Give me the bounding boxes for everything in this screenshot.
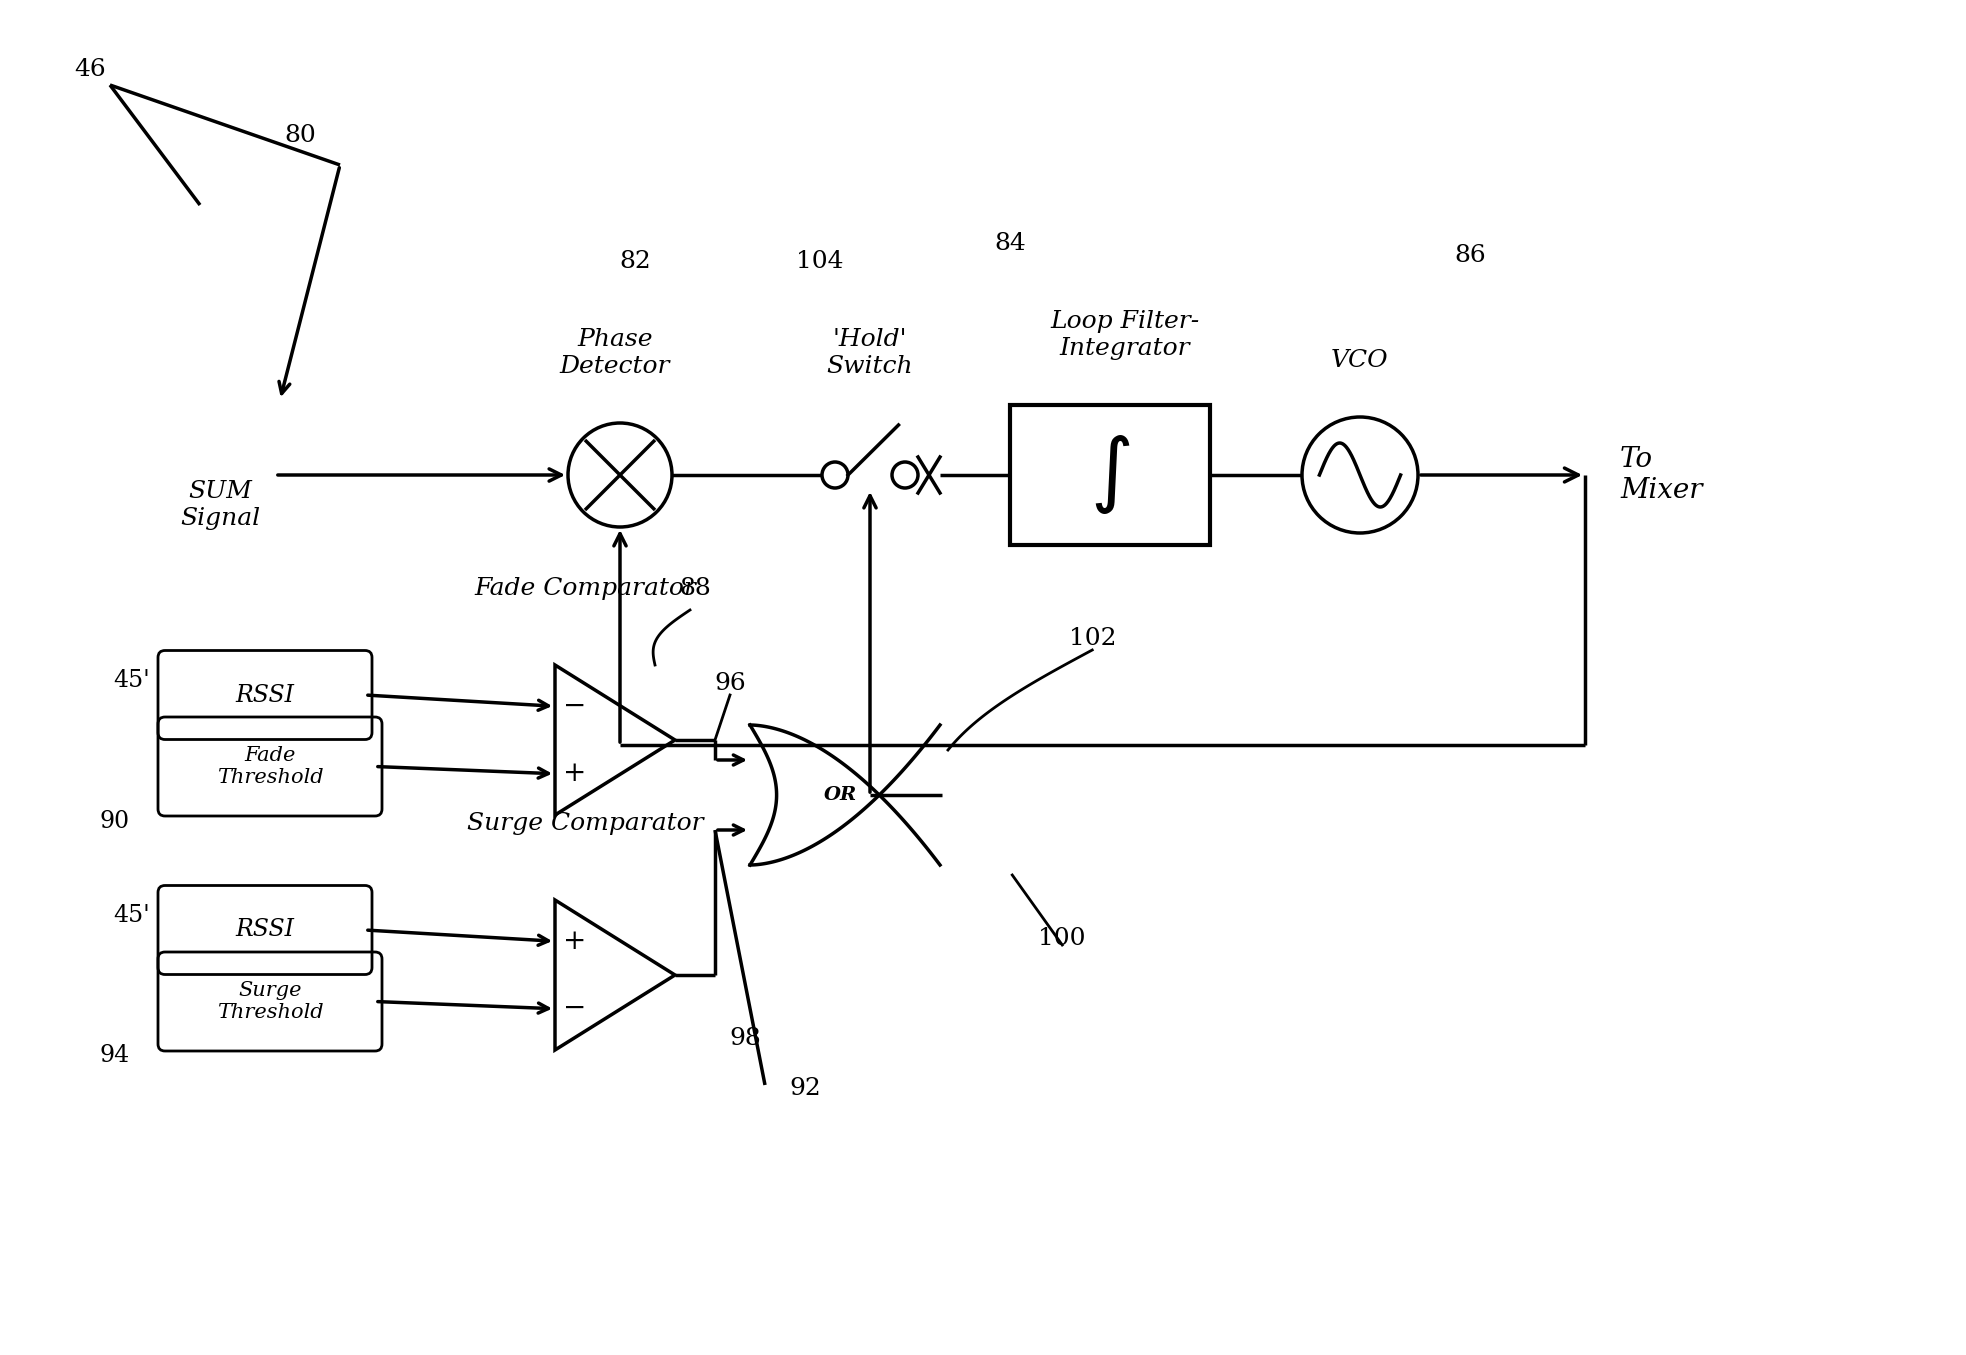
Text: 84: 84: [995, 232, 1026, 255]
Text: 90: 90: [100, 809, 130, 832]
Text: −: −: [564, 996, 586, 1022]
Text: 94: 94: [100, 1045, 130, 1068]
Text: 82: 82: [619, 251, 651, 272]
Text: OR: OR: [824, 786, 857, 804]
Text: 45': 45': [114, 669, 149, 692]
Text: 80: 80: [285, 123, 317, 146]
Text: 98: 98: [729, 1027, 761, 1050]
Text: To
Mixer: To Mixer: [1620, 446, 1703, 504]
Text: 88: 88: [678, 577, 712, 600]
Text: +: +: [564, 760, 586, 787]
Text: 'Hold'
Switch: 'Hold' Switch: [826, 328, 914, 378]
Text: +: +: [564, 928, 586, 955]
Text: Surge
Threshold: Surge Threshold: [216, 981, 322, 1022]
Text: Phase
Detector: Phase Detector: [560, 328, 670, 378]
Text: Fade
Threshold: Fade Threshold: [216, 747, 322, 787]
Text: Fade Comparator: Fade Comparator: [474, 577, 696, 600]
Text: 45': 45': [114, 905, 149, 928]
Text: RSSI: RSSI: [236, 683, 295, 706]
Text: VCO: VCO: [1331, 350, 1388, 373]
Text: 46: 46: [75, 58, 106, 81]
Text: 100: 100: [1038, 927, 1085, 950]
Text: −: −: [564, 692, 586, 720]
Bar: [1011, 405, 1209, 545]
Text: Loop Filter-
Integrator: Loop Filter- Integrator: [1050, 310, 1199, 360]
Text: RSSI: RSSI: [236, 919, 295, 942]
Text: 92: 92: [788, 1077, 822, 1100]
Text: 104: 104: [796, 251, 843, 272]
Text: 96: 96: [714, 672, 745, 695]
Text: $\int$: $\int$: [1089, 434, 1130, 516]
Text: SUM
Signal: SUM Signal: [181, 480, 260, 530]
Text: 86: 86: [1455, 244, 1486, 267]
Text: Surge Comparator: Surge Comparator: [466, 812, 704, 835]
Text: 102: 102: [1068, 627, 1117, 650]
